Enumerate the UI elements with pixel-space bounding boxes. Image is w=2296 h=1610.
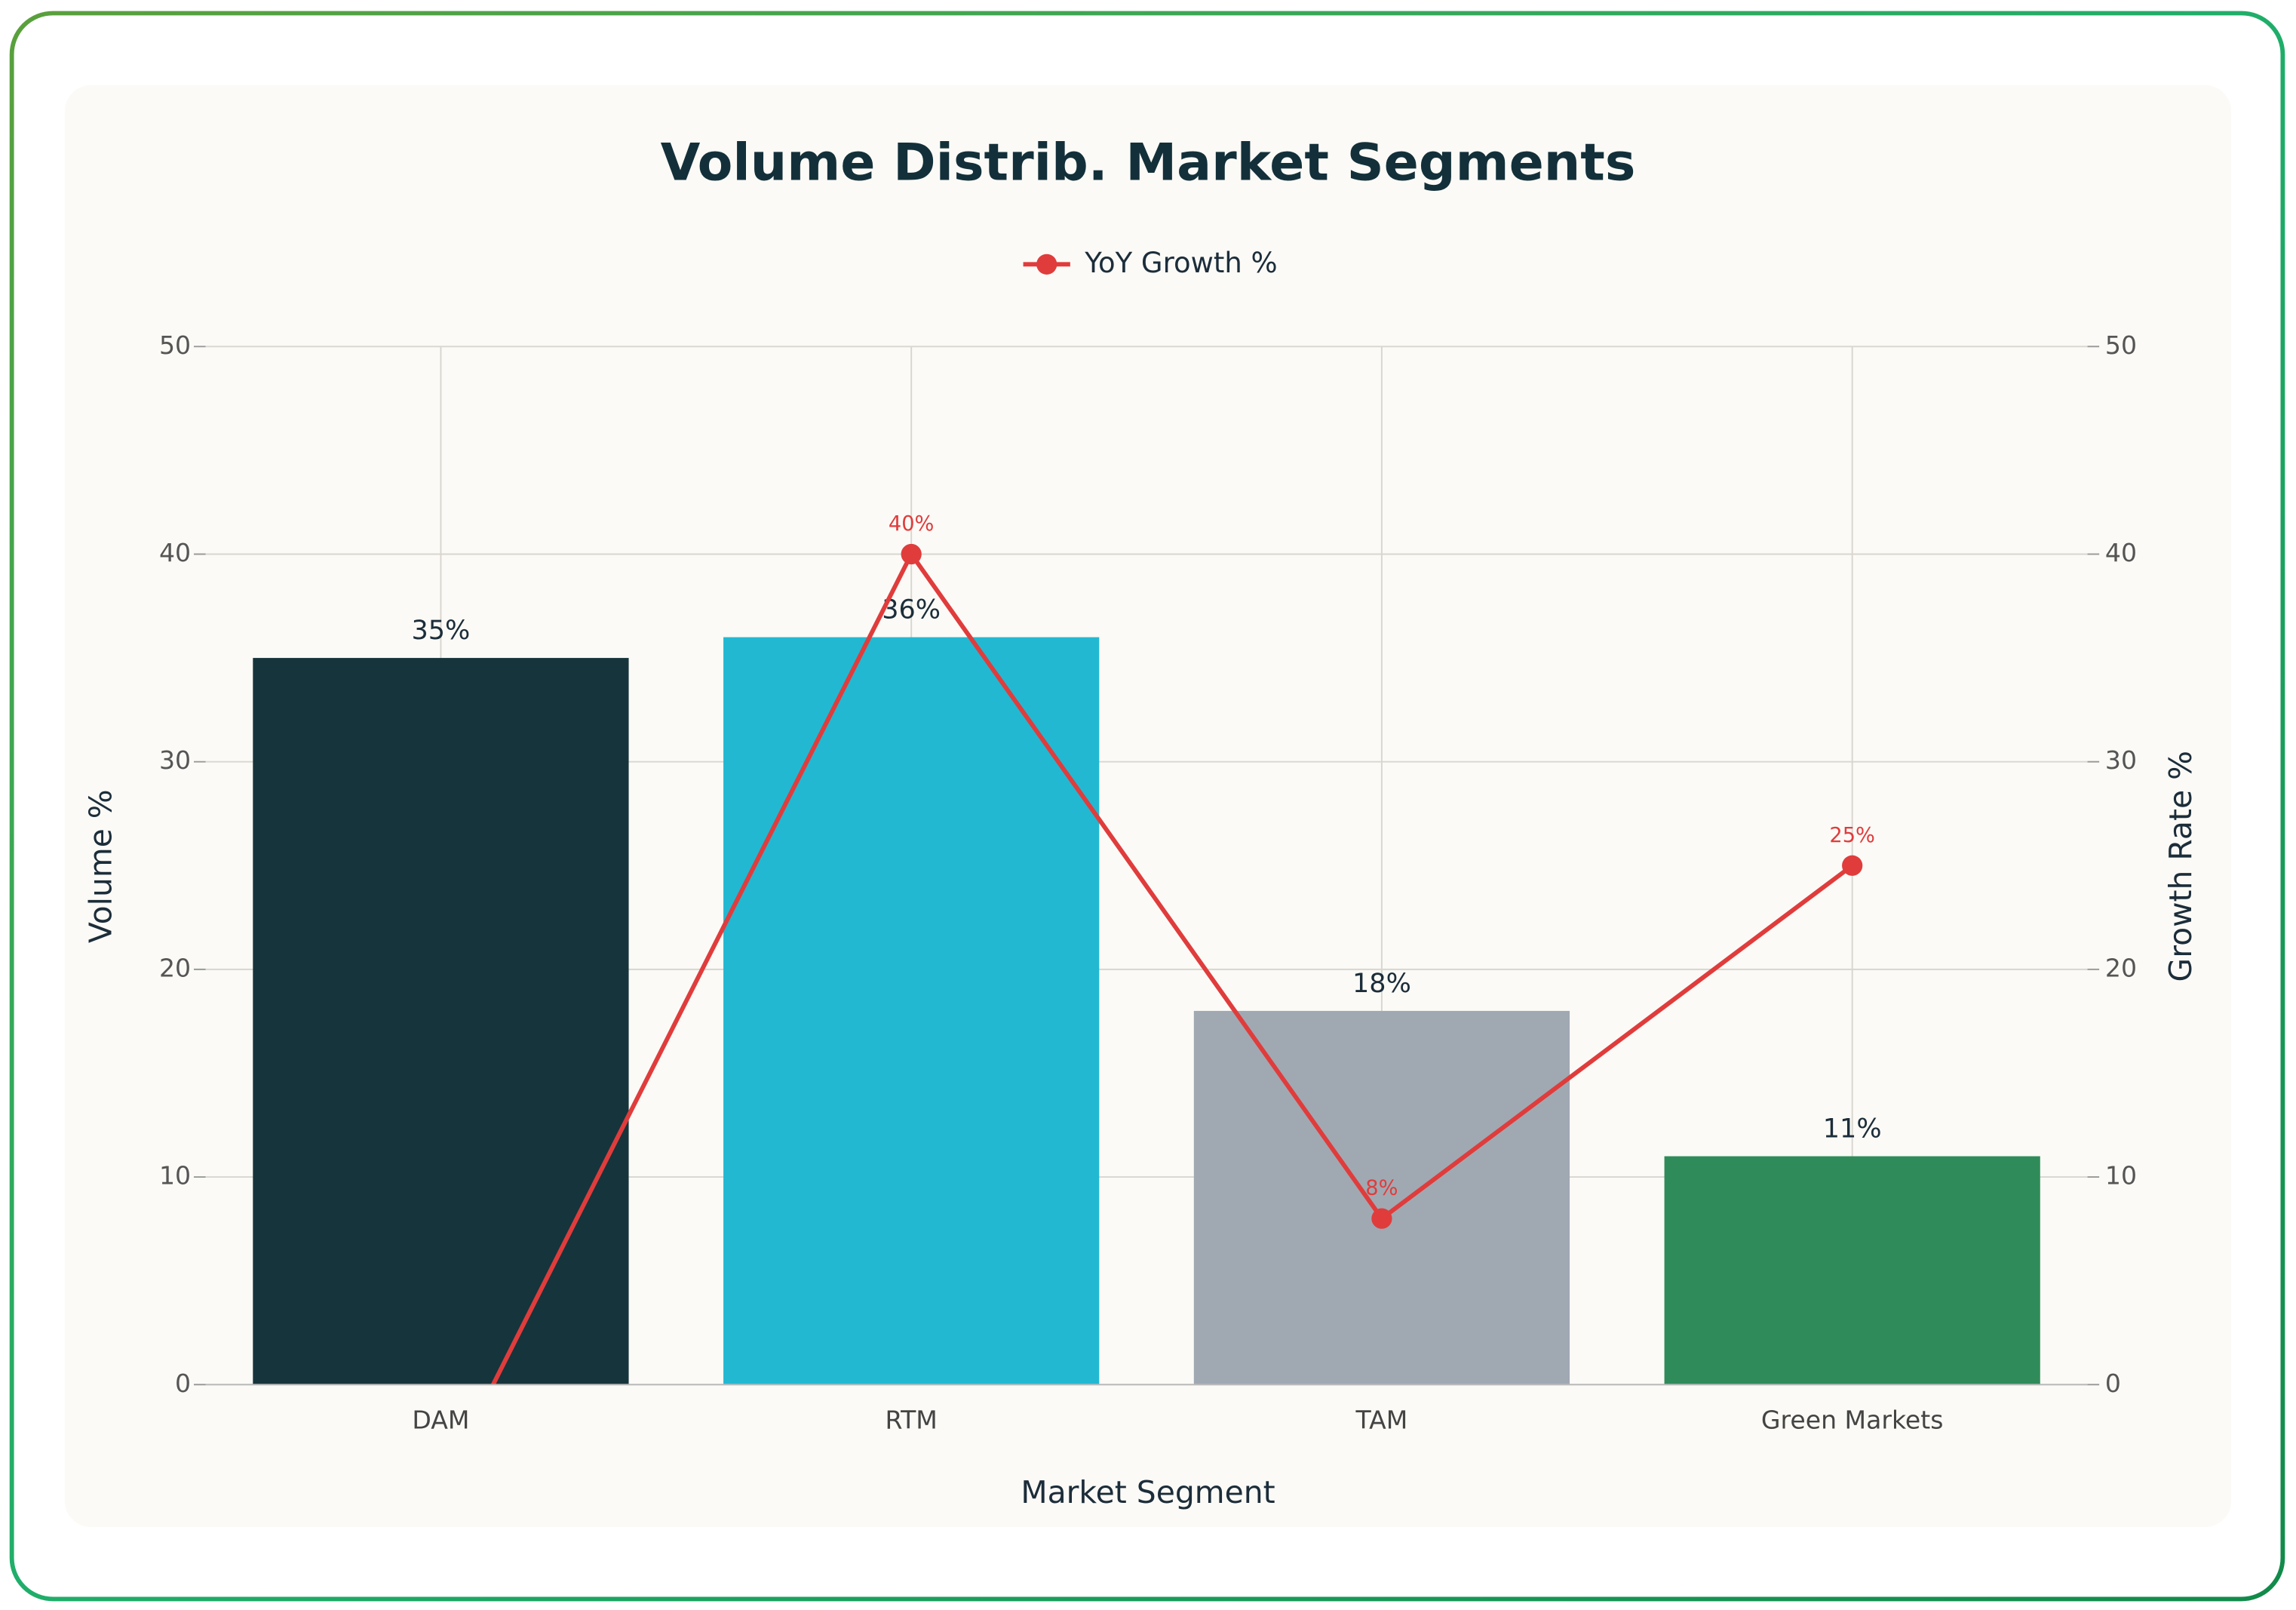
legend-marker [1036, 253, 1057, 275]
bar [253, 658, 629, 1385]
y2-tick-label: 20 [2105, 953, 2137, 982]
y2-tick-label: 30 [2105, 745, 2137, 775]
bar [723, 637, 1100, 1385]
y2-tick-label: 10 [2105, 1161, 2137, 1191]
bar-value-label: 11% [1823, 1114, 1882, 1145]
x-tick-label: DAM [412, 1405, 469, 1434]
y2-tick-label: 50 [2105, 330, 2137, 360]
x-tick-label: Green Markets [1761, 1405, 1944, 1434]
bar-value-label: 18% [1352, 968, 1411, 999]
y-tick-label: 10 [159, 1161, 191, 1191]
chart-title: Volume Distrib. Market Segments [661, 133, 1636, 192]
x-tick-label: TAM [1355, 1405, 1408, 1434]
growth-line [490, 549, 1854, 1385]
growth-value-label: 40% [889, 512, 935, 536]
bar [1193, 1010, 1570, 1385]
y-tick-label: 0 [175, 1369, 191, 1398]
y2-tick-label: 40 [2105, 538, 2137, 567]
growth-value-label: 25% [1829, 824, 1875, 847]
bar-value-label: 36% [882, 595, 941, 625]
bar [1664, 1156, 2040, 1385]
y2-tick-label: 0 [2105, 1369, 2121, 1398]
growth-marker [1371, 1208, 1392, 1229]
line-series [490, 543, 1863, 1385]
y2-axis-title: Growth Rate % [2162, 751, 2199, 982]
growth-marker [1842, 855, 1863, 876]
y-tick-label: 30 [159, 745, 191, 775]
y-tick-label: 20 [159, 953, 191, 982]
x-tick-label: RTM [886, 1405, 938, 1434]
y-tick-label: 40 [159, 538, 191, 567]
growth-marker [901, 543, 922, 565]
y-tick-label: 50 [159, 330, 191, 360]
growth-value-label: 8% [1365, 1177, 1398, 1200]
x-axis-title: Market Segment [1021, 1474, 1275, 1510]
y-axis-title: Volume % [82, 789, 118, 943]
legend-label: YoY Growth % [1084, 247, 1277, 279]
bar-value-label: 35% [412, 615, 471, 646]
